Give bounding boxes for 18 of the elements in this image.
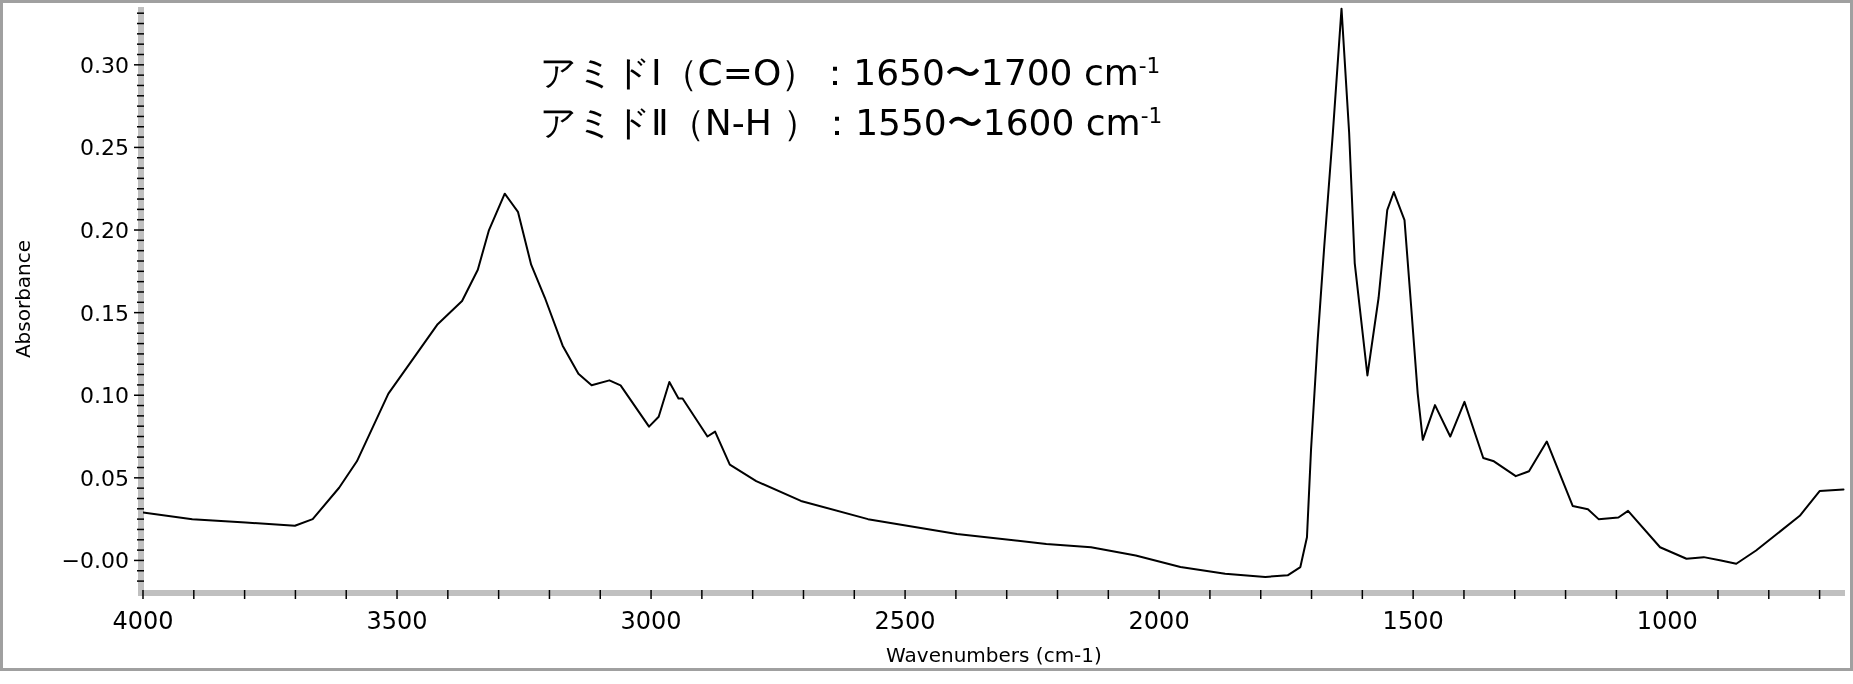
y-tick-label: 0.15 [80,300,129,326]
y-tick-label: 0.10 [80,383,129,409]
y-tick-label: −0.00 [61,548,129,574]
x-tick-label: 1000 [1636,607,1698,635]
y-tick-label: 0.30 [80,52,129,78]
y-tick-label: 0.05 [80,465,129,491]
annotation: アミドⅠ（C=O）：1650〜1700 cm$^{-1}$ [540,52,1161,93]
x-axis-title: Wavenumbers (cm-1) [886,643,1102,667]
x-tick-label: 2000 [1128,607,1190,635]
x-tick-label: 4000 [112,607,174,635]
x-tick-label: 1500 [1382,607,1444,635]
y-tick-label: 0.25 [80,135,129,161]
x-tick-label: 3000 [620,607,682,635]
y-axis-title: Absorbance [11,239,35,359]
x-tick-label: 3500 [366,607,428,635]
x-tick-label: 2500 [874,607,936,635]
annotation: アミドⅡ（N-H ）：1550〜1600 cm$^{-1}$ [540,102,1163,143]
y-tick-label: 0.20 [80,218,129,244]
